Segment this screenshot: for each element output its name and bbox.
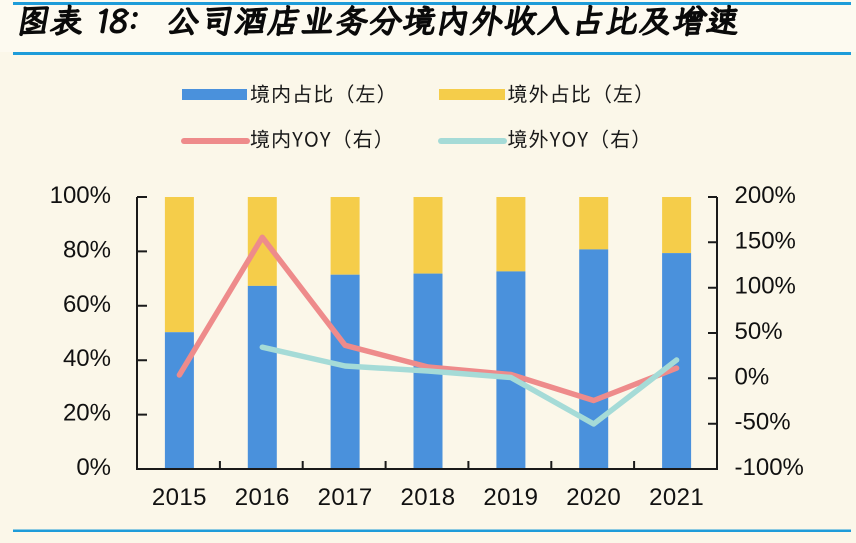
svg-text:2020: 2020 [566, 484, 621, 511]
svg-text:2015: 2015 [152, 484, 207, 511]
svg-text:2018: 2018 [401, 484, 456, 511]
svg-text:-50%: -50% [735, 409, 791, 436]
svg-text:0%: 0% [735, 363, 770, 390]
svg-text:150%: 150% [735, 227, 796, 254]
svg-text:50%: 50% [735, 318, 783, 345]
svg-text:200%: 200% [735, 182, 796, 209]
svg-text:20%: 20% [63, 400, 111, 427]
svg-text:100%: 100% [735, 273, 796, 300]
svg-text:2021: 2021 [649, 484, 704, 511]
svg-text:0%: 0% [76, 454, 111, 481]
svg-text:2019: 2019 [483, 484, 538, 511]
svg-text:40%: 40% [63, 345, 111, 372]
svg-text:-100%: -100% [735, 454, 804, 481]
svg-text:2017: 2017 [318, 484, 373, 511]
svg-text:100%: 100% [50, 182, 111, 209]
svg-text:80%: 80% [63, 236, 111, 263]
svg-text:60%: 60% [63, 291, 111, 318]
svg-text:2016: 2016 [235, 484, 290, 511]
